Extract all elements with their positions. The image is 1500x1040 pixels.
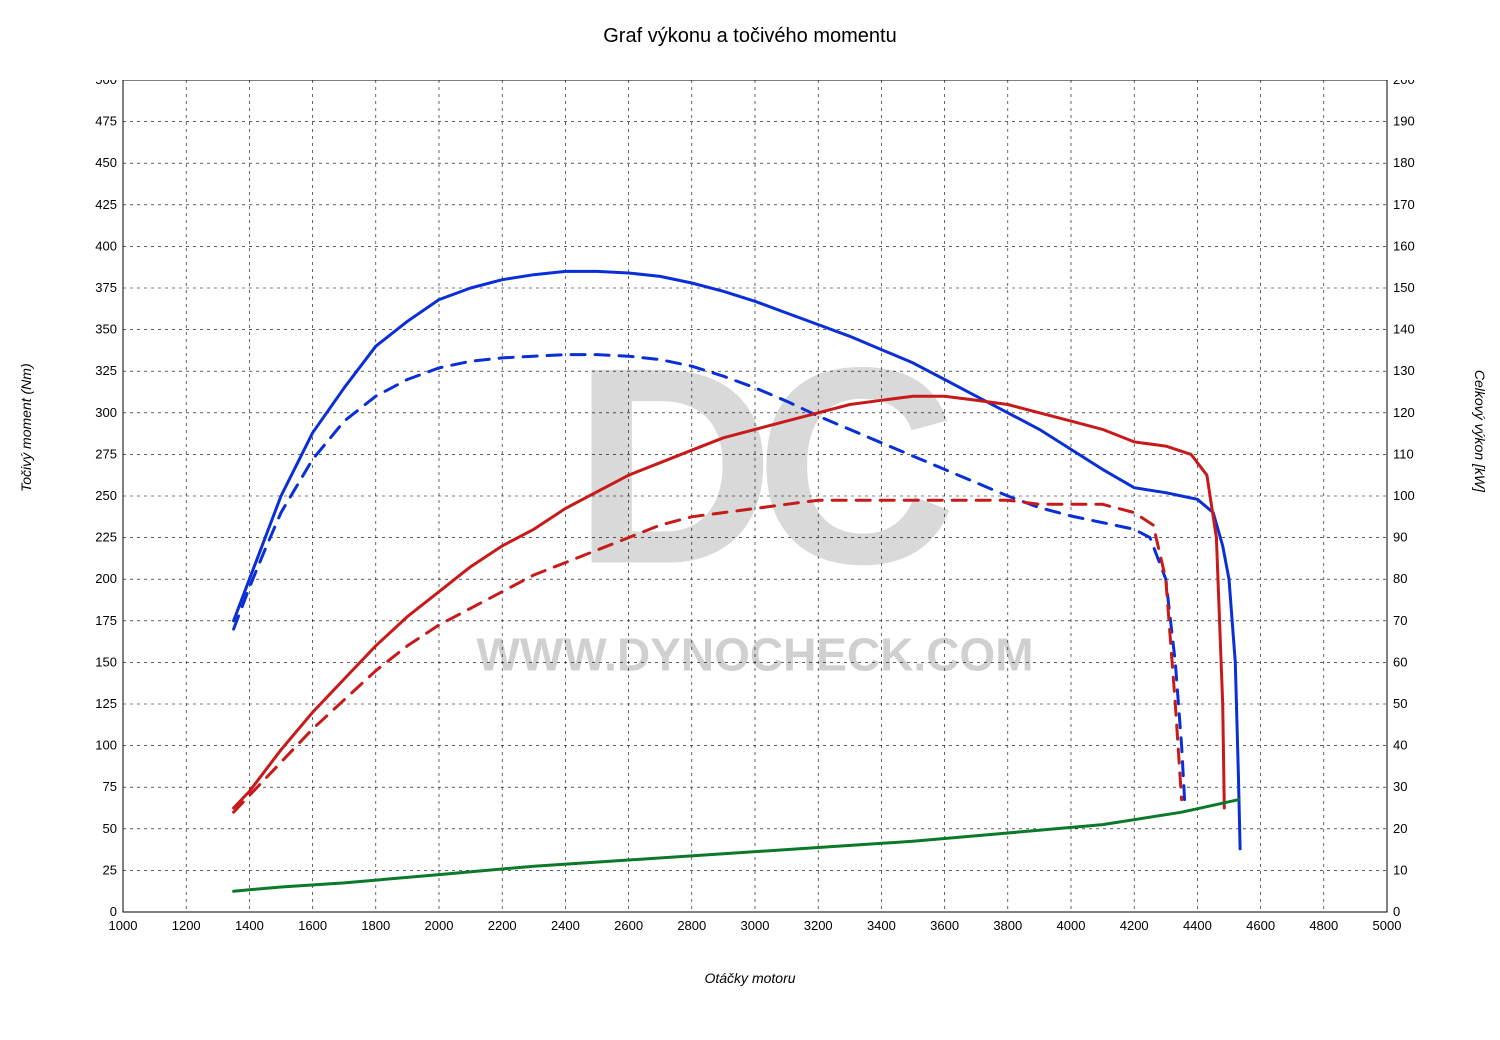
svg-text:40: 40 [1393, 738, 1407, 753]
svg-text:475: 475 [95, 114, 117, 129]
svg-text:4000: 4000 [1057, 918, 1086, 933]
svg-text:3000: 3000 [741, 918, 770, 933]
svg-text:4400: 4400 [1183, 918, 1212, 933]
svg-text:1400: 1400 [235, 918, 264, 933]
svg-text:130: 130 [1393, 363, 1415, 378]
svg-text:400: 400 [95, 238, 117, 253]
svg-text:160: 160 [1393, 238, 1415, 253]
svg-text:170: 170 [1393, 197, 1415, 212]
svg-text:120: 120 [1393, 405, 1415, 420]
svg-text:25: 25 [103, 862, 117, 877]
svg-text:325: 325 [95, 363, 117, 378]
y-axis-right-label: Celkový výkon [kW] [1472, 370, 1488, 492]
svg-text:75: 75 [103, 779, 117, 794]
svg-text:0: 0 [110, 904, 117, 919]
svg-text:1000: 1000 [109, 918, 138, 933]
svg-text:4800: 4800 [1309, 918, 1338, 933]
svg-text:140: 140 [1393, 322, 1415, 337]
svg-text:5000: 5000 [1373, 918, 1402, 933]
svg-text:180: 180 [1393, 155, 1415, 170]
svg-text:0: 0 [1393, 904, 1400, 919]
svg-text:500: 500 [95, 80, 117, 87]
svg-text:275: 275 [95, 446, 117, 461]
svg-text:3800: 3800 [993, 918, 1022, 933]
svg-text:2600: 2600 [614, 918, 643, 933]
svg-text:300: 300 [95, 405, 117, 420]
svg-text:80: 80 [1393, 571, 1407, 586]
chart-title: Graf výkonu a točivého momentu [0, 25, 1500, 48]
svg-text:125: 125 [95, 696, 117, 711]
svg-text:100: 100 [95, 738, 117, 753]
svg-text:2800: 2800 [677, 918, 706, 933]
svg-text:150: 150 [95, 654, 117, 669]
svg-text:100: 100 [1393, 488, 1415, 503]
svg-text:200: 200 [95, 571, 117, 586]
svg-text:3200: 3200 [804, 918, 833, 933]
svg-text:2000: 2000 [425, 918, 454, 933]
series-losses [234, 800, 1239, 892]
chart-svg: DCWWW.DYNOCHECK.COM100012001400160018002… [75, 80, 1435, 942]
svg-text:60: 60 [1393, 654, 1407, 669]
svg-text:190: 190 [1393, 114, 1415, 129]
svg-text:2200: 2200 [488, 918, 517, 933]
svg-text:10: 10 [1393, 862, 1407, 877]
x-axis-label: Otáčky motoru [0, 970, 1500, 986]
svg-text:110: 110 [1393, 446, 1414, 461]
svg-text:225: 225 [95, 530, 117, 545]
svg-text:50: 50 [103, 821, 117, 836]
svg-text:1200: 1200 [172, 918, 201, 933]
svg-text:3600: 3600 [930, 918, 959, 933]
svg-text:150: 150 [1393, 280, 1415, 295]
svg-text:4600: 4600 [1246, 918, 1275, 933]
svg-text:30: 30 [1393, 779, 1407, 794]
svg-text:200: 200 [1393, 80, 1415, 87]
svg-text:350: 350 [95, 322, 117, 337]
svg-text:1600: 1600 [298, 918, 327, 933]
svg-text:1800: 1800 [361, 918, 390, 933]
svg-text:70: 70 [1393, 613, 1407, 628]
chart-plot-area: DCWWW.DYNOCHECK.COM100012001400160018002… [75, 80, 1435, 942]
svg-text:250: 250 [95, 488, 117, 503]
y-axis-left-label: Točivý moment (Nm) [18, 363, 34, 492]
svg-text:175: 175 [95, 613, 117, 628]
svg-text:50: 50 [1393, 696, 1407, 711]
svg-text:450: 450 [95, 155, 117, 170]
svg-text:425: 425 [95, 197, 117, 212]
svg-text:2400: 2400 [551, 918, 580, 933]
svg-text:3400: 3400 [867, 918, 896, 933]
svg-text:4200: 4200 [1120, 918, 1149, 933]
svg-text:375: 375 [95, 280, 117, 295]
svg-text:20: 20 [1393, 821, 1407, 836]
svg-text:90: 90 [1393, 530, 1407, 545]
